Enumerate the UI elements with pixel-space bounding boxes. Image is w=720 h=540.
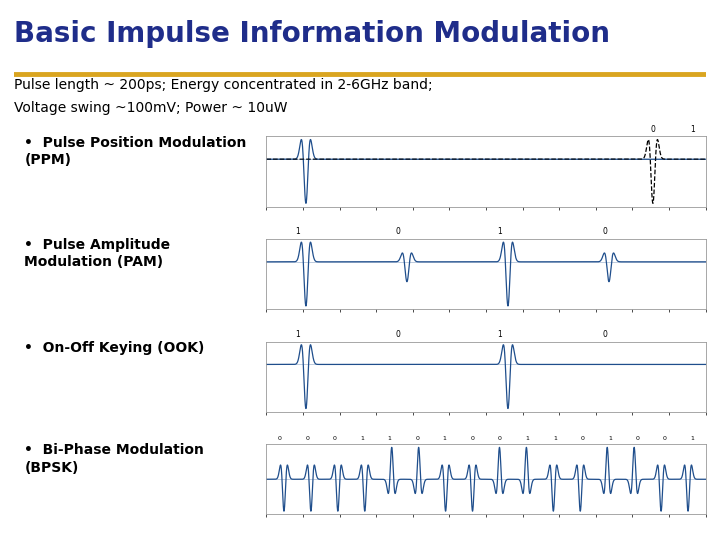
Text: 0: 0 <box>602 227 607 236</box>
Text: 0: 0 <box>333 436 336 441</box>
Text: 0: 0 <box>396 227 400 236</box>
Text: Basic Impulse Information Modulation: Basic Impulse Information Modulation <box>14 20 611 48</box>
Text: 0: 0 <box>650 125 655 133</box>
Text: 1: 1 <box>388 436 392 441</box>
Text: 0: 0 <box>580 436 584 441</box>
Text: 0: 0 <box>602 330 607 339</box>
Text: 1: 1 <box>497 330 502 339</box>
Text: 1: 1 <box>294 330 300 339</box>
Text: 1: 1 <box>526 436 529 441</box>
Text: 1: 1 <box>690 436 694 441</box>
Text: 1: 1 <box>690 125 695 133</box>
Text: 1: 1 <box>608 436 612 441</box>
Text: 0: 0 <box>663 436 667 441</box>
Text: 1: 1 <box>553 436 557 441</box>
Text: •  Bi-Phase Modulation
(BPSK): • Bi-Phase Modulation (BPSK) <box>24 443 204 475</box>
Text: 0: 0 <box>470 436 474 441</box>
Text: •  Pulse Position Modulation
(PPM): • Pulse Position Modulation (PPM) <box>24 136 247 167</box>
Text: •  Pulse Amplitude
Modulation (PAM): • Pulse Amplitude Modulation (PAM) <box>24 238 171 269</box>
Text: 1: 1 <box>443 436 446 441</box>
Text: 0: 0 <box>305 436 309 441</box>
Text: 0: 0 <box>415 436 419 441</box>
Text: 1: 1 <box>294 227 300 236</box>
Text: 1: 1 <box>360 436 364 441</box>
Text: 1: 1 <box>497 227 502 236</box>
Text: 0: 0 <box>278 436 282 441</box>
Text: 0: 0 <box>498 436 502 441</box>
Text: 0: 0 <box>396 330 400 339</box>
Text: 0: 0 <box>636 436 639 441</box>
Text: Voltage swing ~100mV; Power ~ 10uW: Voltage swing ~100mV; Power ~ 10uW <box>14 100 288 114</box>
Text: •  On-Off Keying (OOK): • On-Off Keying (OOK) <box>24 341 205 355</box>
Text: Pulse length ~ 200ps; Energy concentrated in 2-6GHz band;: Pulse length ~ 200ps; Energy concentrate… <box>14 78 433 92</box>
